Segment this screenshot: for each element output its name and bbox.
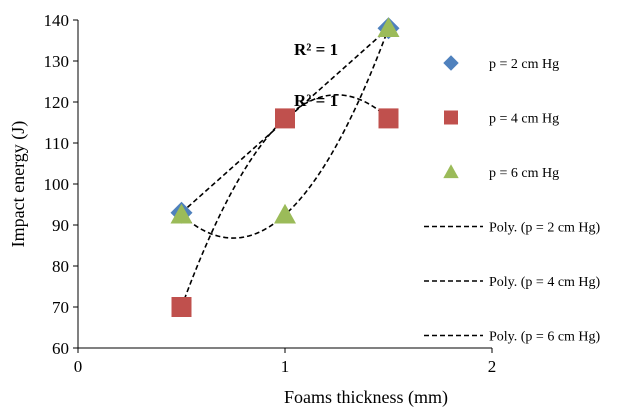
y-tick-label: 140 <box>44 11 70 30</box>
x-axis-title: Foams thickness (mm) <box>284 387 448 408</box>
axes: 60 70 80 90 100 110 120 130 140 0 1 2 <box>44 11 497 376</box>
y-tick-label: 130 <box>44 52 70 71</box>
y-tick-label: 110 <box>44 134 69 153</box>
y-tick-label: 90 <box>52 216 69 235</box>
legend-label: Poly. (p = 4 cm Hg) <box>489 275 601 290</box>
legend-label: Poly. (p = 6 cm Hg) <box>489 330 601 345</box>
data-point-series-2 <box>275 108 295 129</box>
legend-label: Poly. (p = 2 cm Hg) <box>489 221 601 236</box>
y-axis-title: Impact energy (J) <box>8 121 29 248</box>
legend-label: p = 2 cm Hg <box>489 57 559 72</box>
data-point-series-2 <box>378 108 399 129</box>
y-tick-label: 60 <box>52 339 69 358</box>
y-tick-label: 70 <box>52 298 69 317</box>
data-point-series-2 <box>171 297 192 317</box>
y-tick-label: 120 <box>44 93 70 112</box>
legend-marker <box>443 164 459 179</box>
data-point-series-3 <box>170 203 193 224</box>
legend-label: p = 6 cm Hg <box>489 166 559 181</box>
data-point-series-3 <box>274 203 296 224</box>
y-tick-label: 100 <box>44 175 70 194</box>
legend-label: p = 4 cm Hg <box>489 112 559 127</box>
legend-marker <box>443 55 459 71</box>
x-tick-label: 2 <box>488 357 497 376</box>
annotations: R² = 1 R² = 1 <box>294 40 338 110</box>
legend-marker <box>444 110 458 125</box>
trendlines <box>180 27 390 308</box>
legend: p = 2 cm Hg p = 4 cm Hg p = 6 cm Hg Poly. (… <box>424 55 601 345</box>
x-tick-label: 1 <box>281 357 290 376</box>
r-squared-annotation: R² = 1 <box>294 91 338 110</box>
r-squared-annotation: R² = 1 <box>294 40 338 59</box>
y-tick-label: 80 <box>52 257 69 276</box>
data-point-series-3 <box>377 17 400 37</box>
markers <box>170 17 400 317</box>
x-tick-label: 0 <box>74 357 83 376</box>
